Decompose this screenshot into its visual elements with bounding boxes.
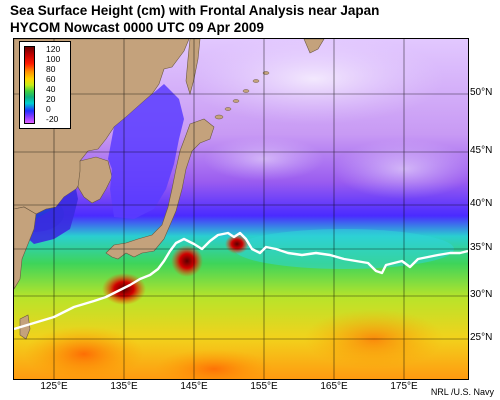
land-china-south: [14, 206, 37, 290]
ssh-map: [13, 38, 469, 380]
map-title: Sea Surface Height (cm) with Frontal Ana…: [10, 2, 379, 36]
title-line-2: HYCOM Nowcast 0000 UTC 09 Apr 2009: [10, 20, 264, 35]
lon-label-125e: 125°E: [40, 381, 68, 392]
legend-color-bar: [24, 46, 35, 124]
lat-label-45n: 45°N: [470, 145, 493, 156]
land-sakhalin: [185, 39, 201, 96]
lat-label-30n: 30°N: [470, 289, 493, 300]
lat-label-25n: 25°N: [470, 332, 493, 343]
warm-eddy-2: [171, 245, 203, 277]
kuroshio-front-line: [14, 231, 468, 331]
lon-label-155e: 155°E: [250, 381, 278, 392]
ssh-color-legend: 120 100 80 60 40 20 0 -20: [19, 41, 71, 129]
lon-label-165e: 165°E: [320, 381, 348, 392]
legend-tick-40: 40: [46, 84, 56, 94]
legend-tick-100: 100: [46, 54, 61, 64]
lat-label-40n: 40°N: [470, 198, 493, 209]
lat-label-35n: 35°N: [470, 242, 493, 253]
land-kamchatka: [303, 39, 325, 54]
legend-tick-120: 120: [46, 44, 61, 54]
title-line-1: Sea Surface Height (cm) with Frontal Ana…: [10, 3, 380, 18]
lon-label-145e: 145°E: [180, 381, 208, 392]
lon-label-135e: 135°E: [110, 381, 138, 392]
land-korea: [77, 156, 113, 204]
lat-label-50n: 50°N: [470, 87, 493, 98]
land-taiwan: [19, 314, 31, 340]
lon-label-175e: 175°E: [390, 381, 418, 392]
legend-tick-60: 60: [46, 74, 56, 84]
legend-tick-20: 20: [46, 94, 56, 104]
credit-text: NRL /U.S. Navy: [430, 387, 494, 397]
ssh-map-svg: [14, 39, 468, 379]
legend-tick-0: 0: [46, 104, 51, 114]
legend-tick-80: 80: [46, 64, 56, 74]
kuril-islands: [214, 71, 270, 120]
legend-tick-minus20: -20: [46, 114, 59, 124]
graticule: [14, 39, 468, 379]
land-japan: [105, 118, 215, 260]
